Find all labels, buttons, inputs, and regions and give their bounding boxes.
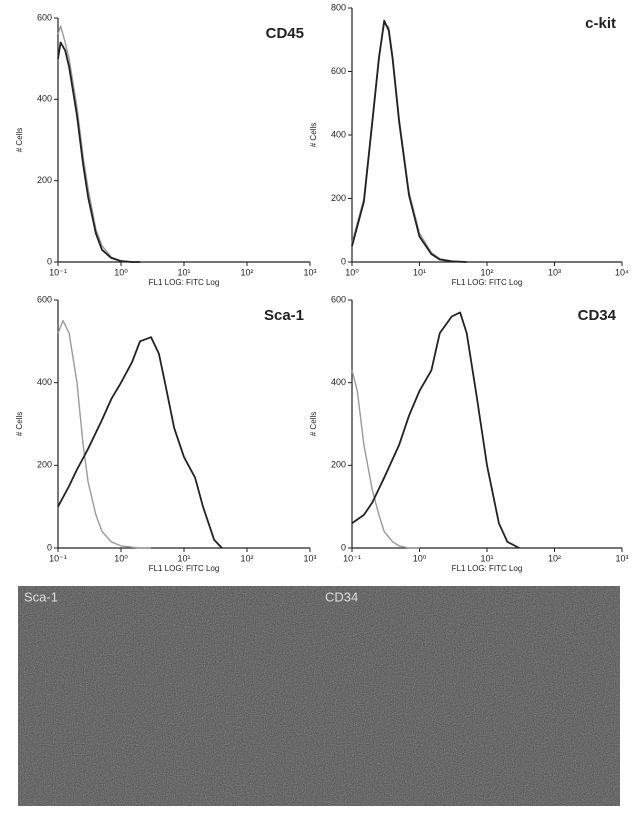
histogram-line <box>351 311 520 549</box>
x-axis-label: FL1 LOG: FITC Log <box>452 564 523 573</box>
y-tick-label: 600 <box>37 294 52 304</box>
x-tick-label: 10⁰ <box>114 553 128 563</box>
y-tick-label: 0 <box>47 256 52 266</box>
y-tick-label: 600 <box>331 294 346 304</box>
x-tick-label: 10³ <box>303 267 316 277</box>
y-tick-label: 800 <box>331 2 346 12</box>
x-axis-label: FL1 LOG: FITC Log <box>149 564 220 573</box>
chart-title: c-kit <box>585 15 616 32</box>
x-axis-label: FL1 LOG: FITC Log <box>149 278 220 287</box>
histogram-line <box>351 23 467 263</box>
x-tick-label: 10⁰ <box>413 553 427 563</box>
histogram-line <box>351 370 420 549</box>
chart-title: CD34 <box>578 307 617 324</box>
y-tick-label: 400 <box>331 377 346 387</box>
x-tick-label: 10¹ <box>413 267 426 277</box>
y-tick-label: 200 <box>37 460 52 470</box>
y-tick-label: 0 <box>341 542 346 552</box>
y-axis-label: # Cells <box>15 412 24 436</box>
y-tick-label: 400 <box>37 377 52 387</box>
histogram-line <box>57 41 140 263</box>
x-tick-label: 10⁴ <box>615 267 629 277</box>
y-tick-label: 0 <box>47 542 52 552</box>
chart-title: Sca-1 <box>264 307 304 324</box>
histogram-line <box>351 19 467 263</box>
x-tick-label: 10³ <box>548 267 561 277</box>
x-tick-label: 10² <box>548 553 561 563</box>
y-tick-label: 400 <box>37 94 52 104</box>
x-tick-label: 10³ <box>615 553 628 563</box>
y-tick-label: 200 <box>331 193 346 203</box>
y-tick-label: 400 <box>331 129 346 139</box>
y-axis-label: # Cells <box>15 128 24 152</box>
image-label: Sca-1 <box>24 589 58 604</box>
x-tick-label: 10⁰ <box>345 267 359 277</box>
x-tick-label: 10¹ <box>177 267 190 277</box>
histogram-line <box>57 320 152 549</box>
x-tick-label: 10¹ <box>480 553 493 563</box>
chart-title: CD45 <box>266 25 304 42</box>
x-axis-label: FL1 LOG: FITC Log <box>452 278 523 287</box>
image-label: CD34 <box>325 589 358 604</box>
histogram-line <box>57 25 140 263</box>
y-tick-label: 0 <box>341 256 346 266</box>
y-tick-label: 600 <box>37 12 52 22</box>
x-tick-label: 10¹ <box>177 553 190 563</box>
y-axis-label: # Cells <box>309 412 318 436</box>
x-tick-label: 10² <box>240 267 253 277</box>
y-tick-label: 600 <box>331 66 346 76</box>
x-tick-label: 10² <box>240 553 253 563</box>
x-tick-label: 10⁰ <box>114 267 128 277</box>
x-tick-label: 10⁻¹ <box>343 553 361 563</box>
histogram-line <box>57 336 223 549</box>
x-tick-label: 10³ <box>303 553 316 563</box>
micrograph-noise <box>18 586 620 806</box>
micrograph: Sca-1 CD34 <box>18 586 620 806</box>
y-tick-label: 200 <box>331 460 346 470</box>
x-tick-label: 10² <box>480 267 493 277</box>
x-tick-label: 10⁻¹ <box>49 553 67 563</box>
y-axis-label: # Cells <box>309 123 318 147</box>
y-tick-label: 200 <box>37 175 52 185</box>
x-tick-label: 10⁻¹ <box>49 267 67 277</box>
